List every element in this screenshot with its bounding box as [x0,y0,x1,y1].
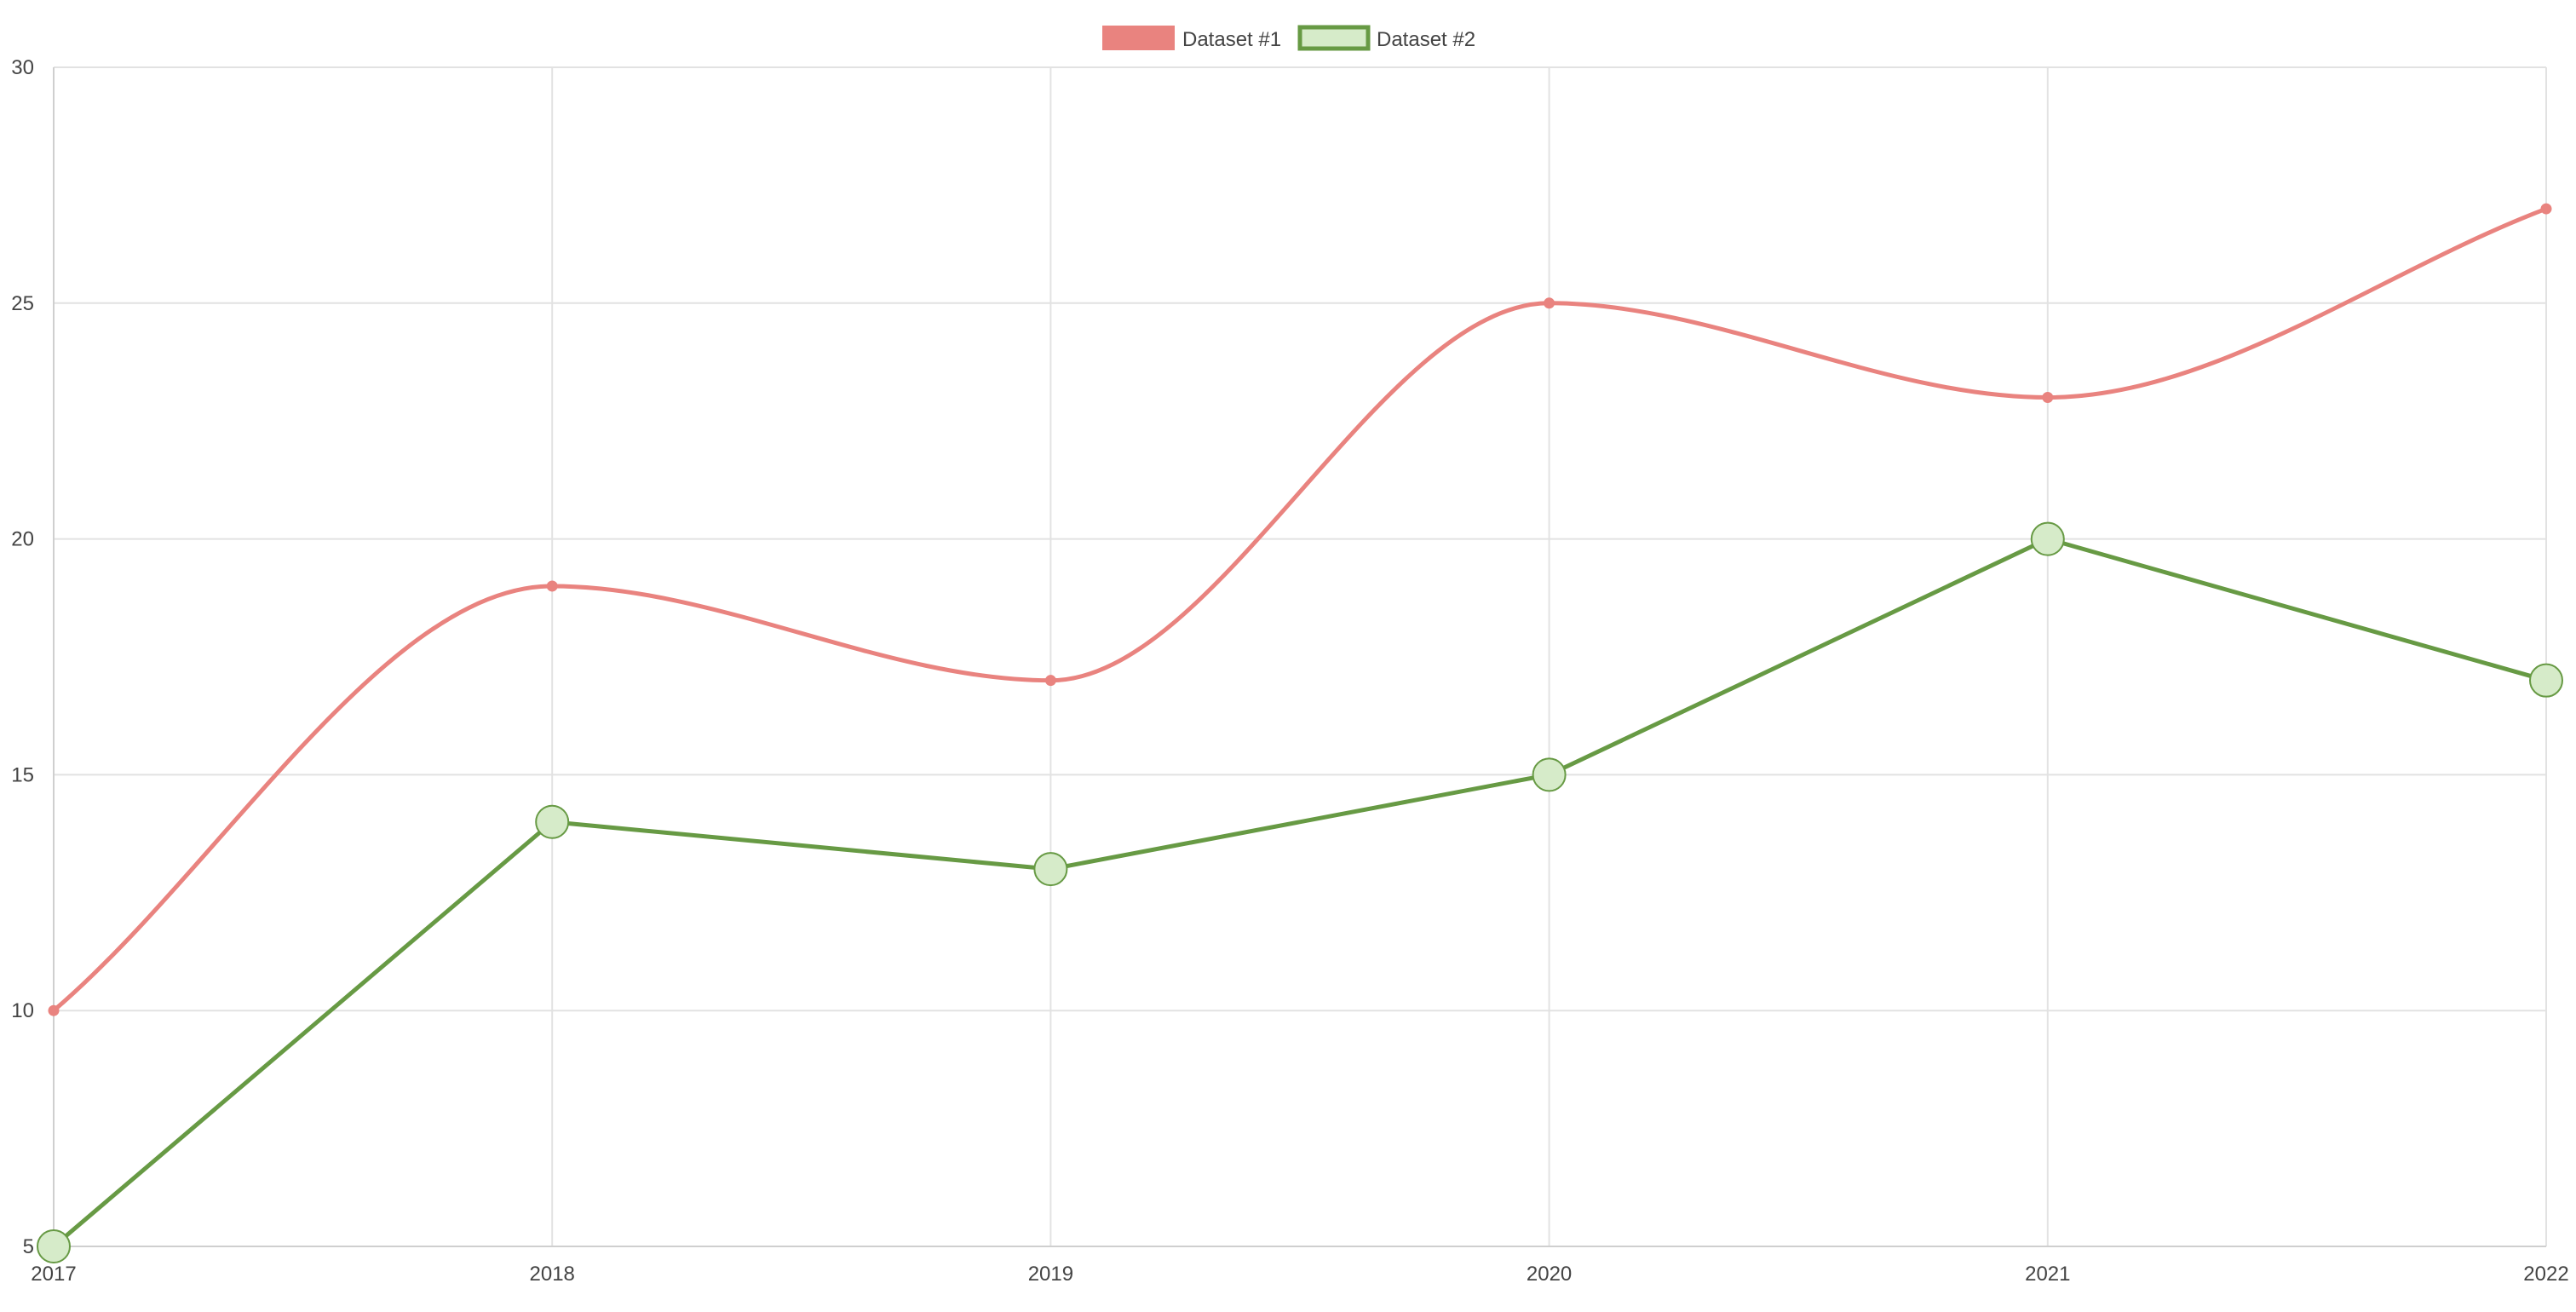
data-point-series-1[interactable] [48,1004,60,1016]
data-point-series-1[interactable] [2540,203,2552,215]
y-tick-label: 30 [11,56,34,79]
legend-item-1[interactable]: Dataset #1 [1102,26,1281,51]
x-tick-label: 2022 [2523,1263,2568,1286]
x-tick-label: 2019 [1028,1263,1073,1286]
legend-item-2[interactable]: Dataset #2 [1297,25,1475,51]
data-point-series-2[interactable] [1532,757,1567,792]
data-point-series-2[interactable] [2529,663,2563,698]
y-tick-label: 10 [11,999,34,1022]
data-points [37,203,2563,1263]
legend[interactable]: Dataset #1 Dataset #2 [1102,25,1475,51]
y-tick-label: 15 [11,763,34,786]
series-lines [51,206,2549,1249]
x-tick-label: 2017 [31,1263,76,1286]
tick-labels: 5 10 15 20 25 30 2017 2018 2019 2020 2021 2022 [11,56,2568,1286]
data-point-series-1[interactable] [546,580,558,592]
legend-swatch [1297,25,1371,51]
legend-label: Dataset #1 [1182,28,1281,51]
series-line-1 [51,206,2549,1013]
y-tick-label: 20 [11,528,34,551]
data-point-series-2[interactable] [535,804,570,839]
series-line-2 [51,537,2549,1249]
data-point-series-1[interactable] [1044,675,1056,687]
x-tick-label: 2020 [1527,1263,1572,1286]
data-point-series-1[interactable] [1544,297,1555,309]
grid [53,66,2547,1247]
y-tick-label: 5 [23,1235,34,1258]
legend-swatch [1102,26,1175,50]
data-point-series-2[interactable] [37,1229,71,1263]
x-tick-label: 2021 [2025,1263,2070,1286]
legend-label: Dataset #2 [1377,28,1475,51]
data-point-series-2[interactable] [1033,852,1068,887]
data-point-series-1[interactable] [2042,392,2054,404]
data-point-series-2[interactable] [2030,521,2065,556]
y-tick-label: 25 [11,292,34,315]
axes [53,67,2546,1247]
x-tick-label: 2018 [530,1263,575,1286]
